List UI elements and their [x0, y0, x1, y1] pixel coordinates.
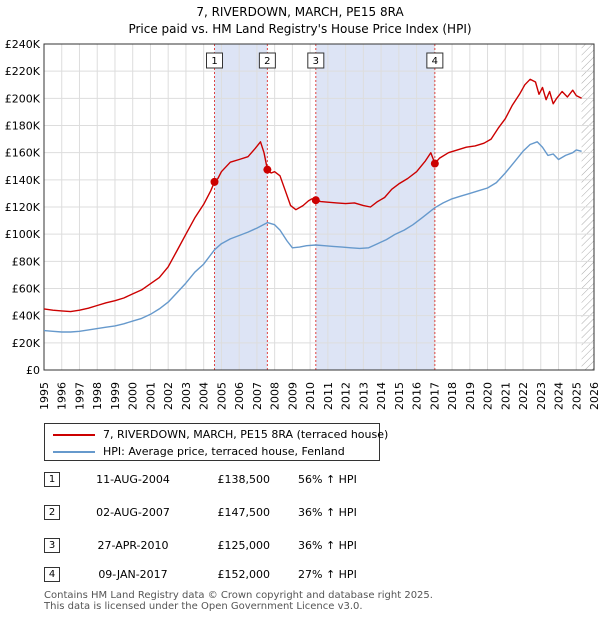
- x-tick-label: 2010: [304, 382, 317, 410]
- sale-price: £147,500: [217, 506, 271, 519]
- x-tick-label: 2024: [553, 382, 566, 410]
- sale-hpi-change: 56% ↑ HPI: [298, 473, 357, 486]
- x-tick-label: 2011: [322, 382, 335, 410]
- x-tick-label: 1997: [73, 382, 86, 410]
- sale-number-badge: 1: [44, 472, 60, 487]
- table-row: 1 11-AUG-2004 £138,500 56% ↑ HPI: [44, 472, 384, 488]
- sale-price: £152,000: [217, 568, 271, 581]
- sale-number-box: [206, 52, 223, 69]
- sale-number-label: 4: [432, 56, 438, 67]
- table-row: 4 09-JAN-2017 £152,000 27% ↑ HPI: [44, 567, 384, 583]
- x-tick-label: 1996: [56, 382, 69, 410]
- footer-license: This data is licensed under the Open Gov…: [44, 601, 363, 612]
- sale-hpi-change: 36% ↑ HPI: [298, 539, 357, 552]
- x-tick-label: 2007: [251, 382, 264, 410]
- legend: 7, RIVERDOWN, MARCH, PE15 8RA (terraced …: [44, 423, 388, 461]
- y-tick-label: £200K: [5, 92, 41, 105]
- legend-label-property: 7, RIVERDOWN, MARCH, PE15 8RA (terraced …: [103, 428, 389, 441]
- x-tick-label: 2021: [499, 382, 512, 410]
- x-tick-label: 2019: [464, 382, 477, 410]
- legend-swatch-property: [53, 434, 95, 436]
- x-tick-label: 2026: [588, 382, 600, 410]
- x-tick-label: 2022: [517, 382, 530, 410]
- sale-point: [311, 196, 320, 205]
- price-chart: £0 £20K £40K £60K £80K £100K £120K £140K £160K £1…: [5, 38, 600, 410]
- x-tick-label: 2025: [570, 382, 583, 410]
- sale-number-label: 1: [211, 56, 217, 67]
- x-tick-label: 2000: [127, 382, 140, 410]
- chart-subtitle: Price paid vs. HM Land Registry's House …: [128, 22, 472, 36]
- y-tick-label: £40K: [12, 310, 41, 323]
- plot-frame: [43, 43, 595, 371]
- sale-point: [210, 177, 219, 186]
- legend-item-hpi: HPI: Average price, terraced house, Fenl…: [53, 444, 345, 460]
- chart-title: 7, RIVERDOWN, MARCH, PE15 8RA: [196, 5, 404, 19]
- sale-number-box: [258, 52, 276, 69]
- footer-copyright: Contains HM Land Registry data © Crown c…: [44, 590, 433, 601]
- x-tick-label: 2009: [286, 382, 299, 410]
- series-line-hpi: [43, 141, 582, 333]
- sale-price: £138,500: [217, 473, 271, 486]
- x-tick-label: 2001: [144, 382, 157, 410]
- sale-date: 11-AUG-2004: [96, 473, 170, 486]
- sale-point: [263, 165, 272, 174]
- sale-number-badge: 4: [44, 567, 60, 582]
- legend-label-hpi: HPI: Average price, terraced house, Fenl…: [103, 445, 345, 458]
- x-tick-label: 2003: [180, 382, 193, 410]
- x-tick-label: 1995: [38, 382, 51, 410]
- x-tick-label: 2012: [340, 382, 353, 410]
- table-row: 3 27-APR-2010 £125,000 36% ↑ HPI: [44, 538, 384, 554]
- sale-hpi-change: 36% ↑ HPI: [298, 506, 357, 519]
- sale-date: 27-APR-2010: [97, 539, 169, 552]
- x-tick-label: 2002: [162, 382, 175, 410]
- x-tick-label: 2015: [393, 382, 406, 410]
- sale-number-label: 3: [313, 56, 319, 67]
- x-tick-label: 2023: [535, 382, 548, 410]
- legend-item-property: 7, RIVERDOWN, MARCH, PE15 8RA (terraced …: [53, 427, 388, 443]
- x-tick-label: 2014: [375, 382, 388, 410]
- x-tick-label: 2017: [428, 382, 441, 410]
- y-tick-label: £80K: [12, 255, 41, 268]
- y-tick-label: £220K: [5, 65, 41, 78]
- x-tick-label: 2020: [482, 382, 495, 410]
- y-tick-label: £140K: [5, 174, 41, 187]
- sale-number-box: [426, 52, 444, 69]
- x-tick-label: 2008: [269, 382, 282, 410]
- x-tick-label: 2013: [357, 382, 370, 410]
- sale-number-box: [307, 52, 325, 69]
- x-tick-label: 2005: [215, 382, 228, 410]
- y-tick-label: £0: [26, 364, 40, 377]
- sale-number-badge: 3: [44, 538, 60, 553]
- y-tick-label: £60K: [12, 283, 41, 296]
- y-tick-label: £240K: [5, 38, 41, 51]
- x-tick-label: 1998: [91, 382, 104, 410]
- x-tick-label: 1999: [109, 382, 122, 410]
- table-row: 2 02-AUG-2007 £147,500 36% ↑ HPI: [44, 505, 384, 521]
- x-tick-label: 2016: [411, 382, 424, 410]
- y-tick-label: £180K: [5, 120, 41, 133]
- x-tick-label: 2006: [233, 382, 246, 410]
- y-tick-label: £100K: [5, 228, 41, 241]
- y-tick-label: £20K: [12, 337, 41, 350]
- series-line-property: [43, 78, 582, 313]
- sale-date: 09-JAN-2017: [98, 568, 168, 581]
- y-tick-label: £120K: [5, 201, 41, 214]
- sale-point: [430, 159, 439, 168]
- x-tick-label: 2018: [446, 382, 459, 410]
- y-tick-label: £160K: [5, 147, 41, 160]
- sale-date: 02-AUG-2007: [96, 506, 170, 519]
- x-tick-label: 2004: [198, 382, 211, 410]
- sale-hpi-change: 27% ↑ HPI: [298, 568, 357, 581]
- sale-number-badge: 2: [44, 505, 60, 520]
- sale-number-label: 2: [264, 56, 270, 67]
- sale-price: £125,000: [217, 539, 271, 552]
- legend-swatch-hpi: [53, 451, 95, 453]
